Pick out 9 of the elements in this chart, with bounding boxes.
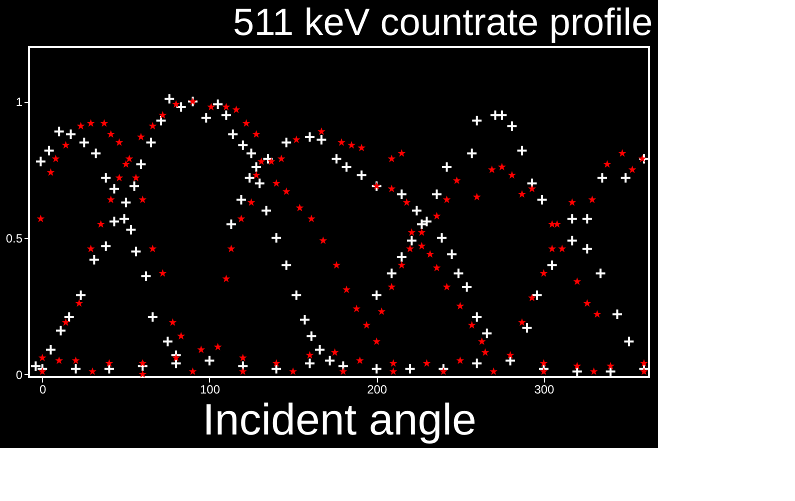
- chart-title: 511 keV countrate profile: [233, 2, 653, 44]
- x-tick-label: 200: [367, 382, 388, 396]
- y-tick-label: 0: [16, 368, 23, 382]
- x-tick-label: 100: [200, 382, 220, 396]
- y-tick-label: 1: [16, 95, 23, 110]
- y-tick-label: 0.5: [6, 231, 23, 246]
- x-axis-title: Incident angle: [202, 396, 476, 444]
- x-tick-label: 0: [40, 382, 47, 396]
- x-tick-label: 300: [534, 382, 555, 396]
